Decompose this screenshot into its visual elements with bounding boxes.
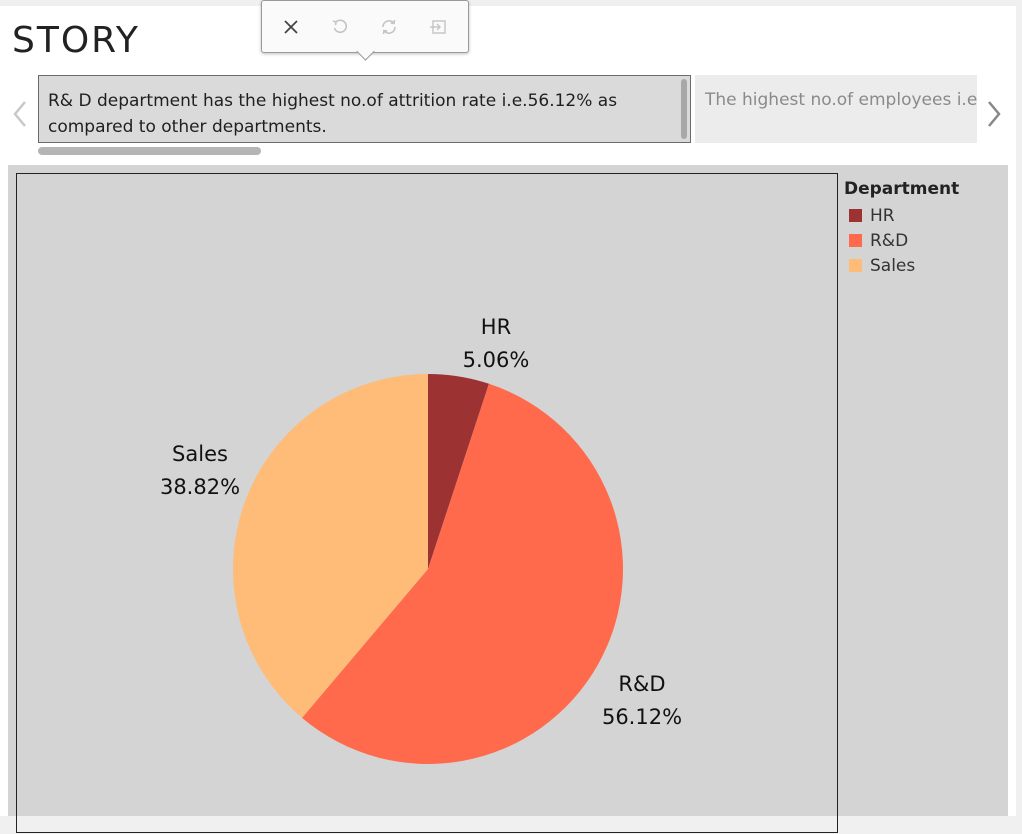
legend-item-hr[interactable]: HR <box>844 203 1004 228</box>
caption-text: R& D department has the highest no.of at… <box>48 91 618 137</box>
dashboard-area: HR 5.06% R&D 56.12% Sales 38.82% Department H… <box>8 165 1008 833</box>
legend-title: Department <box>844 179 960 199</box>
slice-label-name: R&D <box>618 672 665 696</box>
story-page: STORY R& D department has the highest no… <box>0 6 1016 833</box>
undo-button[interactable] <box>325 13 355 41</box>
slice-label-name: Sales <box>172 442 228 466</box>
caption-scrollbar[interactable] <box>681 79 687 139</box>
slice-label-value: 5.06% <box>463 348 530 372</box>
slice-label-value: 56.12% <box>602 705 682 729</box>
story-point-caption-active[interactable]: R& D department has the highest no.of at… <box>38 75 691 143</box>
legend-label: Sales <box>870 255 916 276</box>
exit-button[interactable] <box>423 13 453 41</box>
legend: Department HR R&D Sales <box>844 179 1004 278</box>
pie-chart-frame: HR 5.06% R&D 56.12% Sales 38.82% <box>16 173 838 833</box>
refresh-button[interactable] <box>374 13 404 41</box>
caption-horizontal-scrollbar[interactable] <box>38 147 261 155</box>
legend-swatch <box>849 259 862 272</box>
chevron-left-icon <box>13 101 26 127</box>
pie-slice-rd[interactable] <box>302 383 623 764</box>
slice-label-name: HR <box>481 315 511 339</box>
legend-swatch <box>849 209 862 222</box>
undo-icon <box>332 19 348 34</box>
legend-item-sales[interactable]: Sales <box>844 253 1004 278</box>
chevron-right-icon <box>988 101 1001 127</box>
close-icon <box>284 20 298 34</box>
next-point-arrow[interactable] <box>983 92 1005 136</box>
legend-label: R&D <box>870 230 909 251</box>
caption-text: The highest no.of employees i.e. <box>705 90 977 110</box>
close-button[interactable] <box>276 13 306 41</box>
pie-slice-sales[interactable] <box>233 374 428 718</box>
pie-chart: HR 5.06% R&D 56.12% Sales 38.82% <box>160 315 682 764</box>
story-point-caption-next[interactable]: The highest no.of employees i.e. <box>695 75 977 143</box>
refresh-icon <box>382 19 396 35</box>
legend-item-rnd[interactable]: R&D <box>844 228 1004 253</box>
exit-icon <box>430 20 446 34</box>
floating-toolbar <box>261 0 469 61</box>
pie-slice-hr[interactable] <box>428 374 489 569</box>
slice-label-value: 38.82% <box>160 475 240 499</box>
legend-swatch <box>849 234 862 247</box>
story-title: STORY <box>12 20 140 61</box>
previous-point-arrow[interactable] <box>9 92 31 136</box>
legend-label: HR <box>870 205 895 226</box>
